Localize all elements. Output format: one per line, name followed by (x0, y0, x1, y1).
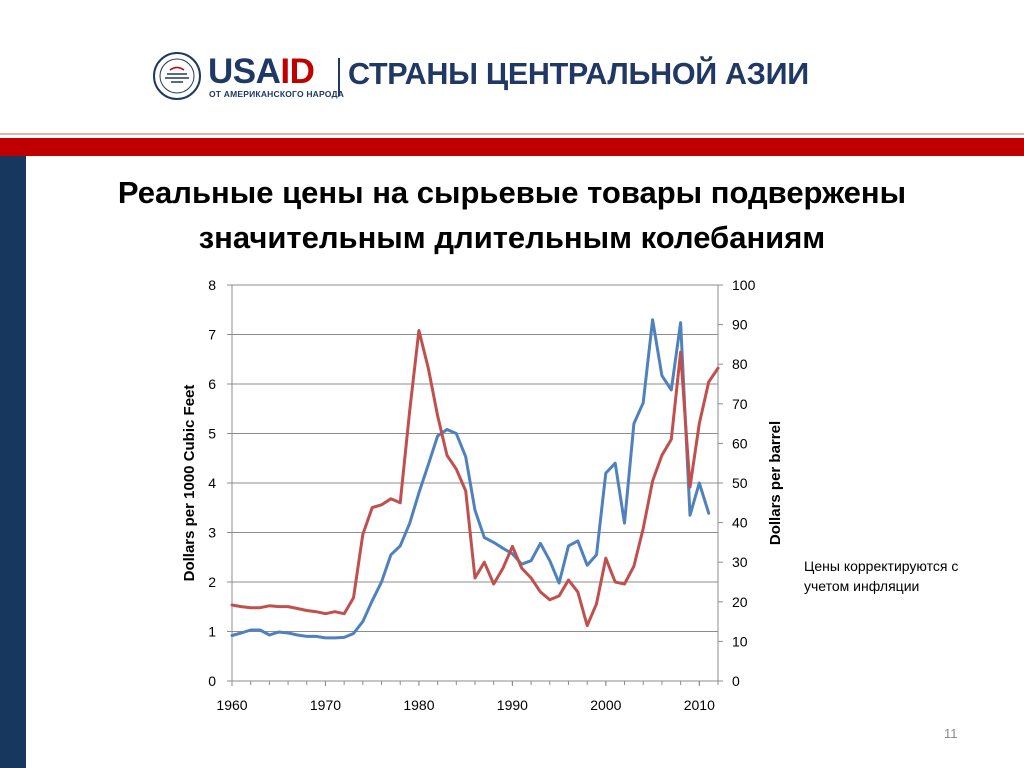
y-left-tick-label: 2 (208, 574, 216, 590)
usaid-wordmark: USAID (208, 52, 315, 91)
y-left-tick-label: 6 (208, 376, 216, 392)
x-tick-label: 1980 (403, 697, 434, 713)
usaid-seal-icon (153, 52, 201, 100)
y-right-tick-label: 70 (732, 396, 748, 412)
y-right-tick-label: 80 (732, 356, 748, 372)
y-left-tick-label: 7 (208, 327, 216, 343)
gas-price-series-line (230, 318, 711, 640)
y-right-tick-label: 100 (732, 277, 756, 293)
y-right-tick-label: 90 (732, 317, 748, 333)
brand-suffix: ID (280, 52, 315, 91)
y-right-tick-label: 20 (732, 594, 748, 610)
y-left-tick-label: 5 (208, 426, 216, 442)
y-left-tick-label: 3 (208, 525, 216, 541)
y-right-tick-label: 50 (732, 475, 748, 491)
inflation-note: Цены корректируются с учетом инфляции (804, 558, 959, 594)
y-right-tick-label: 10 (732, 633, 748, 649)
header-thin-rule (0, 133, 1024, 135)
oil-price-series-line (230, 329, 720, 628)
left-side-band (0, 156, 26, 768)
brand-prefix: USA (208, 52, 281, 91)
y-right-tick-label: 40 (732, 515, 748, 531)
x-tick-label: 1960 (216, 697, 247, 713)
y-left-tick-label: 1 (208, 624, 216, 640)
page-number: 11 (944, 726, 958, 741)
slide-title-line-2: значительным длительным колебаниям (198, 220, 826, 255)
region-title: СТРАНЫ ЦЕНТРАЛЬНОЙ АЗИИ (348, 57, 809, 91)
brand-tagline: ОТ АМЕРИКАНСКОГО НАРОДА (209, 89, 345, 99)
y-right-tick-label: 60 (732, 435, 748, 451)
y-left-tick-label: 8 (208, 277, 216, 293)
y-right-axis-title: Dollars per barrel (767, 421, 784, 545)
slide-title-line-1: Реальные цены на сырьевые товары подверж… (117, 175, 907, 210)
y-right-tick-label: 0 (732, 673, 740, 689)
y-right-tick-label: 30 (732, 554, 748, 570)
header-red-band (0, 138, 1024, 156)
slide-title: Реальные цены на сырьевые товары подверж… (40, 170, 984, 260)
x-tick-label: 2010 (684, 697, 715, 713)
brand-divider (338, 58, 340, 96)
x-tick-label: 1990 (497, 697, 528, 713)
x-tick-label: 2000 (590, 697, 621, 713)
y-left-tick-label: 0 (208, 673, 216, 689)
y-left-tick-label: 4 (208, 475, 216, 491)
x-tick-label: 1970 (310, 697, 341, 713)
y-left-axis-title: Dollars per 1000 Cubic Feet (181, 385, 198, 582)
